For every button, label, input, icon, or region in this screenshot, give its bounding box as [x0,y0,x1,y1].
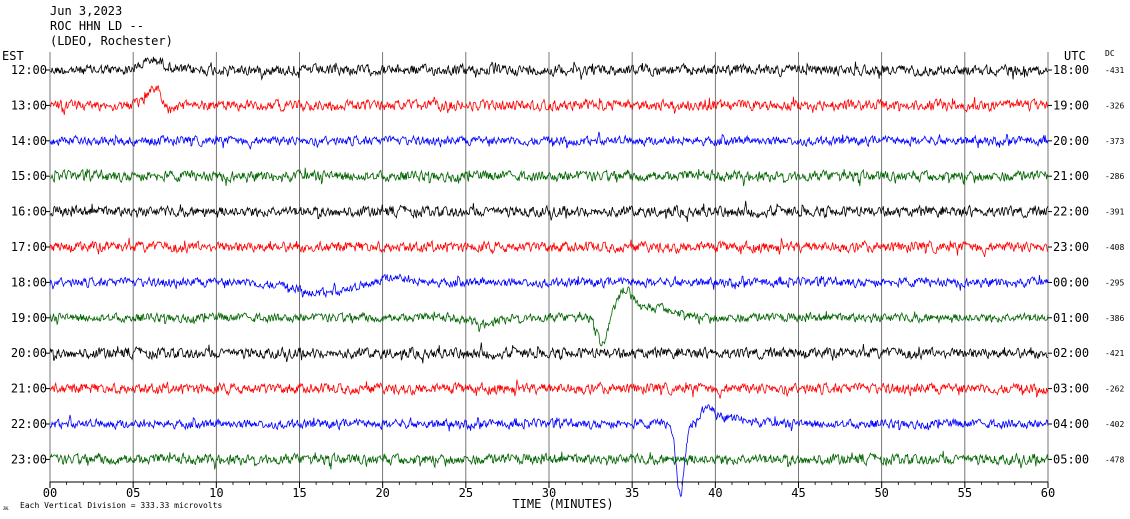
x-tick-label: 05 [126,486,140,500]
trace-line [49,286,1049,347]
trace-line [49,379,1049,399]
utc-hour-label: 01:00 [1053,311,1089,325]
dc-offset-label: -326 [1105,101,1124,110]
utc-hour-label: 05:00 [1053,452,1089,466]
trace-line [49,56,1049,81]
utc-hour-label: 03:00 [1053,382,1089,396]
est-hour-label: 20:00 [11,346,47,360]
header-station: ROC HHN LD -- [50,19,144,33]
right-axis-title: UTC [1064,49,1086,63]
seismic-traces [49,56,1049,498]
trace-line [49,200,1049,222]
dc-offset-label: -421 [1105,349,1124,358]
trace-line [49,273,1049,299]
left-axis-title: EST [2,49,24,63]
x-axis: 00 05 10 15 20 25 30 35 40 45 50 55 60 [43,481,1055,500]
header-date: Jun 3,2023 [50,4,122,18]
dc-offset-label: -478 [1105,455,1124,464]
est-hour-label: 17:00 [11,240,47,254]
trace-line [49,450,1049,470]
trace-line [49,342,1049,364]
trace-line [49,237,1049,258]
trace-line [49,131,1049,150]
est-hour-label: 16:00 [11,205,47,219]
x-tick-label: 15 [292,486,306,500]
x-axis-label: TIME (MINUTES) [512,497,613,511]
dc-offset-label: -386 [1105,314,1124,323]
x-tick-label: 10 [209,486,223,500]
est-hour-label: 15:00 [11,169,47,183]
utc-hour-label: 00:00 [1053,275,1089,289]
scale-note: Each Vertical Division = 333.33 microvol… [20,501,222,510]
est-hour-label: 19:00 [11,311,47,325]
dc-offset-label: -431 [1105,66,1124,75]
utc-hour-label: 19:00 [1053,98,1089,112]
dc-offset-label: -373 [1105,137,1124,146]
x-tick-label: 55 [958,486,972,500]
x-tick-label: 40 [708,486,722,500]
dc-offset-label: -295 [1105,278,1124,287]
x-tick-label: 25 [459,486,473,500]
time-gridlines [46,52,1052,482]
dc-offset-label: -408 [1105,243,1124,252]
x-tick-label: 35 [625,486,639,500]
dc-offset-label: -262 [1105,385,1124,394]
est-hour-label: 21:00 [11,382,47,396]
row-labels: 12:00 18:00 -431 13:00 19:00 -326 14:00 20:00 -3… [11,63,1125,466]
x-tick-label: 20 [375,486,389,500]
est-hour-label: 23:00 [11,452,47,466]
logo-mark: ᴊᴋ [3,504,9,512]
x-tick-label: 30 [542,486,556,500]
x-tick-label: 60 [1041,486,1055,500]
dc-column-title: DC [1105,49,1115,58]
utc-hour-label: 18:00 [1053,63,1089,77]
dc-offset-label: -286 [1105,172,1124,181]
utc-hour-label: 21:00 [1053,169,1089,183]
utc-hour-label: 04:00 [1053,417,1089,431]
est-hour-label: 22:00 [11,417,47,431]
trace-line [49,167,1049,187]
x-tick-label: 00 [43,486,57,500]
dc-offset-label: -391 [1105,208,1124,217]
est-hour-label: 18:00 [11,275,47,289]
trace-line [49,84,1049,115]
x-tick-label: 45 [791,486,805,500]
utc-hour-label: 20:00 [1053,134,1089,148]
utc-hour-label: 02:00 [1053,346,1089,360]
utc-hour-label: 22:00 [1053,205,1089,219]
est-hour-label: 14:00 [11,134,47,148]
dc-offset-label: -402 [1105,420,1124,429]
est-hour-label: 13:00 [11,98,47,112]
header-network: (LDEO, Rochester) [50,34,173,48]
trace-line [49,404,1049,498]
utc-hour-label: 23:00 [1053,240,1089,254]
x-tick-label: 50 [874,486,888,500]
est-hour-label: 12:00 [11,63,47,77]
